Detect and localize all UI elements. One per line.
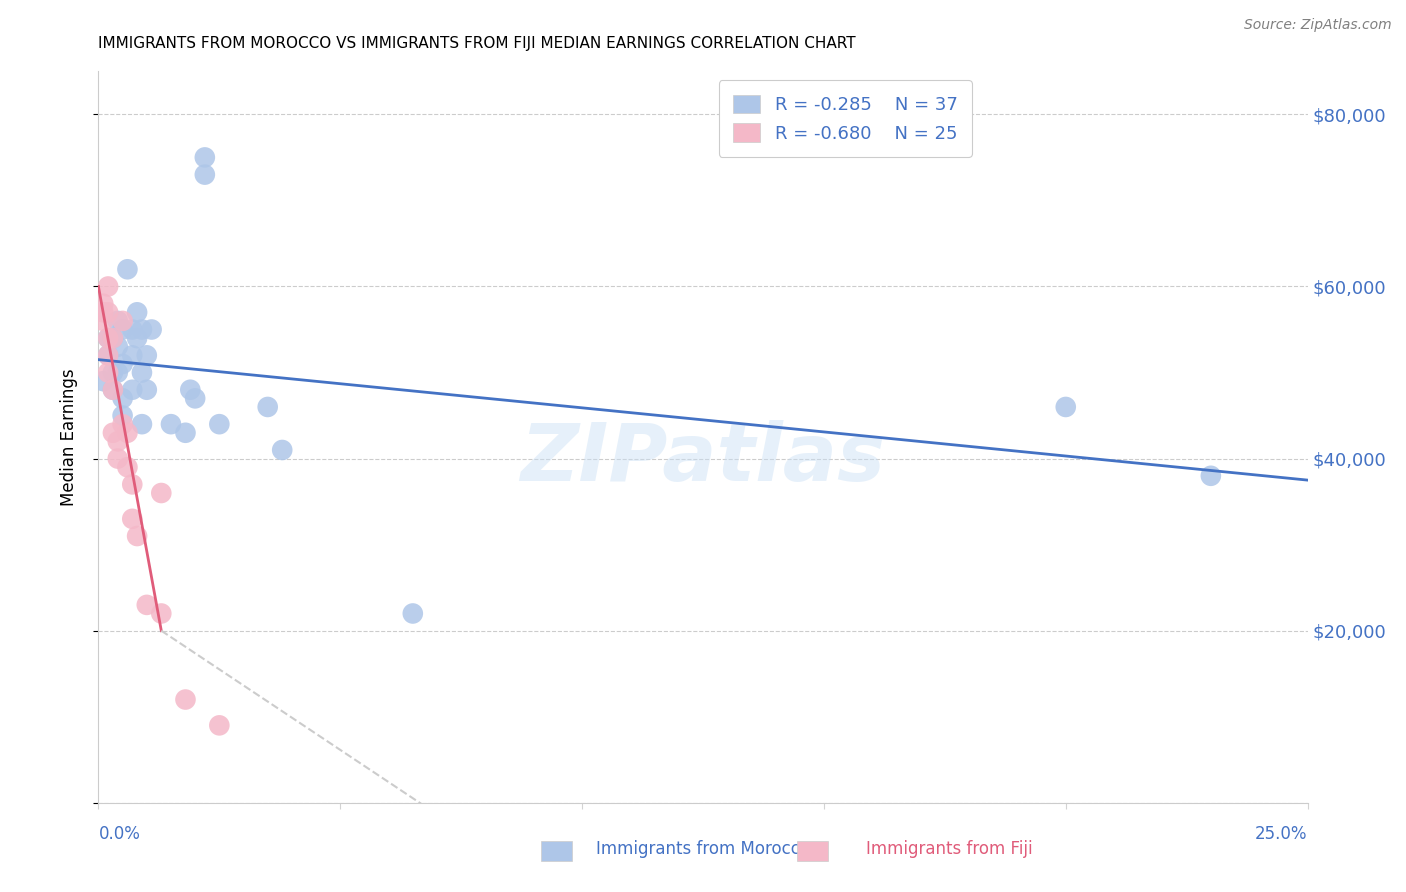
Point <box>107 340 129 354</box>
Point <box>135 598 157 612</box>
Point <box>101 331 124 345</box>
Point <box>101 383 124 397</box>
Point <box>107 366 129 380</box>
Point <box>174 425 197 440</box>
Point <box>184 392 207 406</box>
Point <box>1054 400 1077 414</box>
Point <box>107 451 129 466</box>
Point <box>91 314 114 328</box>
Point <box>97 279 120 293</box>
Point <box>121 322 143 336</box>
Point <box>97 348 120 362</box>
Point <box>111 417 134 432</box>
Text: IMMIGRANTS FROM MOROCCO VS IMMIGRANTS FROM FIJI MEDIAN EARNINGS CORRELATION CHAR: IMMIGRANTS FROM MOROCCO VS IMMIGRANTS FR… <box>98 36 856 51</box>
Point <box>117 425 139 440</box>
Point <box>131 417 153 432</box>
Point <box>111 357 134 371</box>
Point <box>91 374 114 388</box>
Point <box>101 425 124 440</box>
Point <box>271 442 294 457</box>
Y-axis label: Median Earnings: Median Earnings <box>59 368 77 506</box>
Point <box>127 529 149 543</box>
Point <box>111 409 134 423</box>
Point <box>208 417 231 432</box>
Point <box>121 383 143 397</box>
Point <box>97 366 120 380</box>
Point <box>101 383 124 397</box>
Text: Source: ZipAtlas.com: Source: ZipAtlas.com <box>1244 18 1392 32</box>
Point <box>111 314 134 328</box>
Point <box>135 348 157 362</box>
Point <box>194 168 217 182</box>
Point <box>91 296 114 310</box>
Text: 0.0%: 0.0% <box>98 825 141 843</box>
Point <box>160 417 183 432</box>
Point <box>97 305 120 319</box>
Point <box>91 305 114 319</box>
Point <box>111 322 134 336</box>
Point <box>208 718 231 732</box>
Point <box>101 331 124 345</box>
Point <box>127 331 149 345</box>
Point <box>107 434 129 449</box>
Point <box>121 477 143 491</box>
Text: 25.0%: 25.0% <box>1256 825 1308 843</box>
Point <box>131 322 153 336</box>
Point <box>179 383 201 397</box>
Point <box>127 305 149 319</box>
Text: Immigrants from Morocco: Immigrants from Morocco <box>596 840 810 858</box>
Legend: R = -0.285    N = 37, R = -0.680    N = 25: R = -0.285 N = 37, R = -0.680 N = 25 <box>718 80 972 157</box>
Point <box>256 400 278 414</box>
Point <box>150 607 173 621</box>
Text: Immigrants from Fiji: Immigrants from Fiji <box>866 840 1032 858</box>
Point <box>131 366 153 380</box>
Point <box>1199 468 1222 483</box>
Point <box>117 262 139 277</box>
Point <box>121 512 143 526</box>
Point <box>101 366 124 380</box>
Point <box>194 150 217 164</box>
Point <box>107 314 129 328</box>
Point <box>150 486 173 500</box>
Point <box>402 607 425 621</box>
Point <box>117 460 139 475</box>
Point <box>174 692 197 706</box>
Point <box>141 322 163 336</box>
Point <box>111 392 134 406</box>
Point <box>97 331 120 345</box>
Point <box>97 348 120 362</box>
Point <box>97 331 120 345</box>
Point <box>135 383 157 397</box>
Point <box>121 348 143 362</box>
Text: ZIPatlas: ZIPatlas <box>520 420 886 498</box>
